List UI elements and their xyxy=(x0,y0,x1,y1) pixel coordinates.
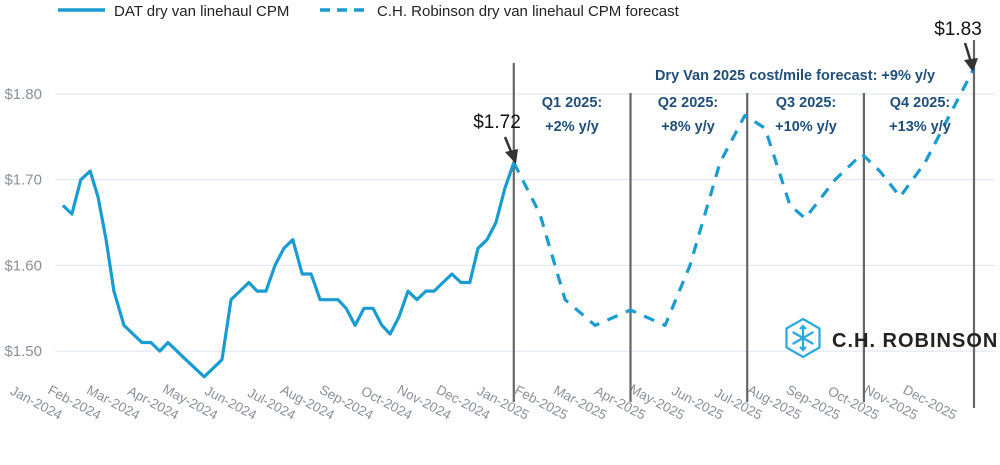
x-axis: Jan-2024Feb-2024Mar-2024Apr-2024May-2024… xyxy=(8,381,959,423)
forecast-headline: Dry Van 2025 cost/mile forecast: +9% y/y xyxy=(655,68,935,84)
legend-label-forecast: C.H. Robinson dry van linehaul CPM forec… xyxy=(377,3,680,20)
y-tick-label: $1.80 xyxy=(4,86,42,103)
y-tick-label: $1.50 xyxy=(4,343,42,360)
series-dat-line xyxy=(61,162,516,379)
q2-change: +8% y/y xyxy=(661,119,715,135)
chrobinson-logo: C.H. ROBINSON xyxy=(785,317,998,359)
q1-change: +2% y/y xyxy=(545,119,599,135)
start-value-callout: $1.72 xyxy=(473,112,521,133)
q1-label: Q1 2025: xyxy=(542,95,602,111)
end-value-callout: $1.83 xyxy=(934,19,982,40)
gridlines xyxy=(55,93,995,352)
legend-label-dat: DAT dry van linehaul CPM xyxy=(114,3,289,20)
series-forecast-line xyxy=(512,67,976,327)
logo-text: C.H. ROBINSON xyxy=(832,330,998,352)
start-arrow-icon xyxy=(503,136,518,164)
q3-change: +10% y/y xyxy=(775,119,837,135)
end-arrow-icon xyxy=(963,42,978,72)
y-axis: $1.50 $1.60 $1.70 $1.80 xyxy=(4,86,42,360)
legend-item-dat[interactable]: DAT dry van linehaul CPM xyxy=(58,3,289,20)
q4-label: Q4 2025: xyxy=(890,95,950,111)
q3-label: Q3 2025: xyxy=(776,95,836,111)
legend-item-forecast[interactable]: C.H. Robinson dry van linehaul CPM forec… xyxy=(320,3,680,20)
legend: DAT dry van linehaul CPM C.H. Robinson d… xyxy=(58,3,680,20)
quarter-dividers xyxy=(512,40,976,408)
series xyxy=(61,67,976,379)
q4-change: +13% y/y xyxy=(889,119,951,135)
y-tick-label: $1.70 xyxy=(4,172,42,189)
chrobinson-hexagon-icon xyxy=(785,317,821,359)
y-tick-label: $1.60 xyxy=(4,257,42,274)
q2-label: Q2 2025: xyxy=(658,95,718,111)
